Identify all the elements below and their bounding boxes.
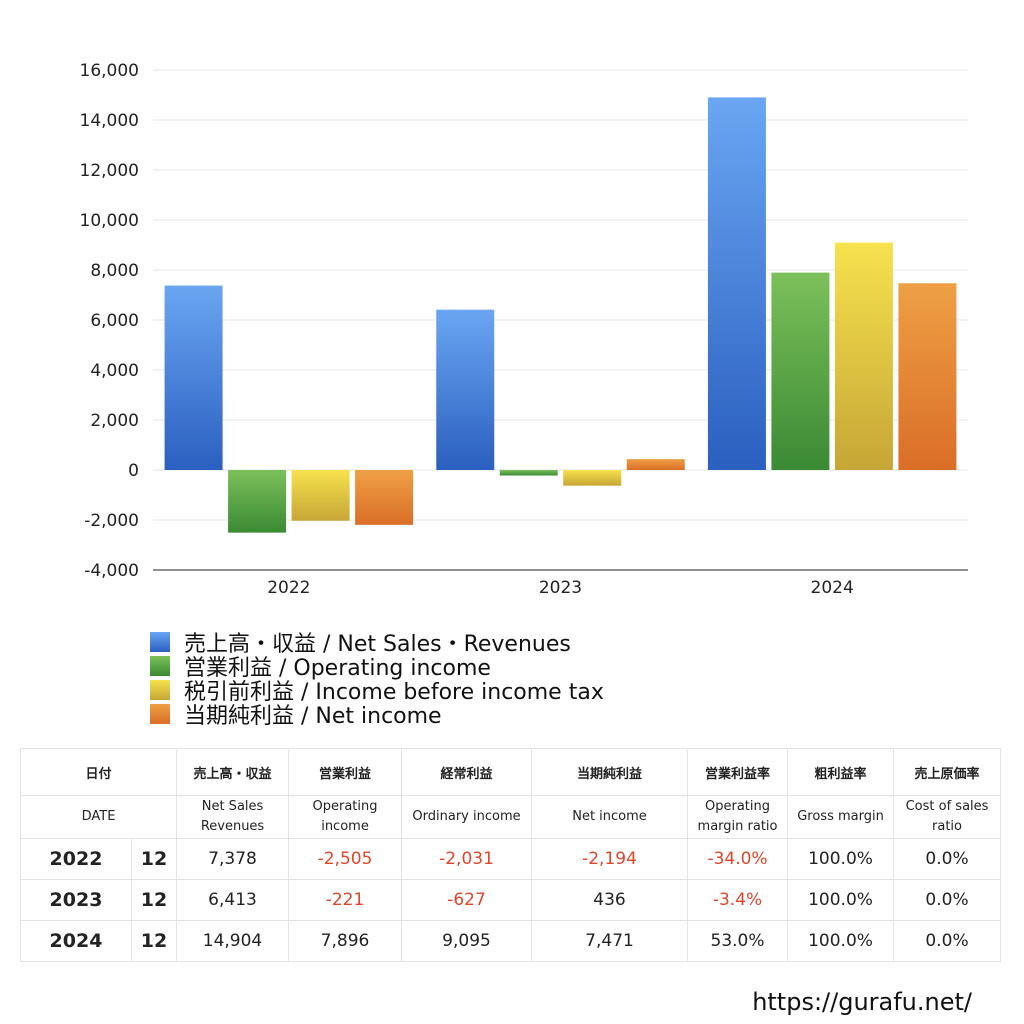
- bar-2023-series-3: [626, 459, 685, 470]
- table-row: 2024 12 14,904 7,896 9,095 7,471 53.0% 1…: [20, 920, 1002, 962]
- cell-gross: 100.0%: [787, 920, 895, 962]
- header-en-op-margin: Operating margin ratio: [687, 795, 789, 839]
- table-row: 2022 12 7,378 -2,505 -2,031 -2,194 -34.0…: [20, 838, 1002, 880]
- bar-2023-series-1: [499, 470, 558, 476]
- header-en-gross: Gross margin: [787, 795, 895, 839]
- bar-2022-series-3: [355, 470, 414, 525]
- cell-op-margin: -3.4%: [687, 879, 789, 921]
- legend-item-income-before-tax: 税引前利益 / Income before income tax: [150, 678, 604, 705]
- cell-op-margin: 53.0%: [687, 920, 789, 962]
- bar-2022-series-0: [164, 285, 223, 470]
- legend-label: 営業利益 / Operating income: [184, 656, 491, 681]
- cell-year: 2024: [20, 920, 132, 962]
- cell-year: 2023: [20, 879, 132, 921]
- bar-2024-series-0: [707, 97, 766, 471]
- legend-item-net-sales: 売上高・収益 / Net Sales・Revenues: [150, 630, 604, 657]
- bar-2023-series-2: [563, 470, 622, 486]
- bar-2023-series-0: [436, 309, 495, 470]
- cell-operating: -221: [288, 879, 403, 921]
- bar-2024-series-1: [771, 272, 830, 470]
- header-en-sales: Net Sales Revenues: [176, 795, 290, 839]
- cell-op-margin: -34.0%: [687, 838, 789, 880]
- bar-2022-series-1: [228, 470, 287, 533]
- source-link[interactable]: https://gurafu.net/: [752, 988, 972, 1016]
- y-tick-label: -2,000: [84, 511, 139, 531]
- cell-ordinary: -627: [401, 879, 533, 921]
- y-tick-label: 0: [128, 461, 139, 481]
- header-en-date: DATE: [19, 795, 178, 839]
- cell-month: 12: [130, 879, 178, 921]
- header-en-cost: Cost of sales ratio: [893, 795, 1002, 839]
- bar-2024-series-2: [834, 242, 893, 470]
- cell-sales: 6,413: [176, 879, 290, 921]
- header-date: 日付: [19, 748, 178, 796]
- cell-ordinary: 9,095: [401, 920, 533, 962]
- cell-gross: 100.0%: [787, 879, 895, 921]
- cell-cost: 0.0%: [893, 879, 1002, 921]
- header-cost: 売上原価率: [893, 748, 1002, 796]
- cell-cost: 0.0%: [893, 838, 1002, 880]
- header-en-net: Net income: [531, 795, 689, 839]
- financial-table: 日付 売上高・収益 営業利益 経常利益 当期純利益 営業利益率 粗利益率 売上原…: [19, 748, 1002, 962]
- x-tick-label: 2023: [539, 578, 582, 598]
- y-tick-label: 10,000: [80, 211, 139, 231]
- cell-operating: 7,896: [288, 920, 403, 962]
- y-tick-label: 16,000: [80, 61, 139, 81]
- y-tick-label: 2,000: [90, 411, 139, 431]
- legend-swatch: [150, 632, 170, 652]
- cell-ordinary: -2,031: [401, 838, 533, 880]
- header-en-operating: Operating income: [288, 795, 403, 839]
- cell-month: 12: [130, 838, 178, 880]
- header-ordinary: 経常利益: [401, 748, 533, 796]
- bar-2022-series-2: [291, 470, 350, 521]
- y-tick-label: 12,000: [80, 161, 139, 181]
- table-header-jp: 日付 売上高・収益 営業利益 経常利益 当期純利益 営業利益率 粗利益率 売上原…: [19, 748, 1002, 796]
- legend-swatch: [150, 704, 170, 724]
- header-operating: 営業利益: [288, 748, 403, 796]
- legend-item-operating-income: 営業利益 / Operating income: [150, 654, 604, 681]
- legend-swatch: [150, 680, 170, 700]
- cell-year: 2022: [20, 838, 132, 880]
- header-en-ordinary: Ordinary income: [401, 795, 533, 839]
- cell-sales: 14,904: [176, 920, 290, 962]
- cell-net: -2,194: [531, 838, 689, 880]
- y-tick-label: 4,000: [90, 361, 139, 381]
- x-tick-label: 2024: [811, 578, 854, 598]
- y-tick-label: 6,000: [90, 311, 139, 331]
- header-net: 当期純利益: [531, 748, 689, 796]
- cell-net: 7,471: [531, 920, 689, 962]
- cell-month: 12: [130, 920, 178, 962]
- cell-sales: 7,378: [176, 838, 290, 880]
- y-tick-label: 8,000: [90, 261, 139, 281]
- legend-item-net-income: 当期純利益 / Net income: [150, 702, 604, 729]
- bar-2024-series-3: [898, 283, 957, 470]
- x-tick-label: 2022: [267, 578, 310, 598]
- cell-gross: 100.0%: [787, 838, 895, 880]
- legend-label: 当期純利益 / Net income: [184, 704, 442, 729]
- cell-cost: 0.0%: [893, 920, 1002, 962]
- chart-legend: 売上高・収益 / Net Sales・Revenues 営業利益 / Opera…: [150, 630, 604, 729]
- y-tick-label: -4,000: [84, 561, 139, 581]
- legend-label: 税引前利益 / Income before income tax: [184, 680, 604, 705]
- table-header-en: DATE Net Sales Revenues Operating income…: [19, 795, 1002, 839]
- legend-label: 売上高・収益 / Net Sales・Revenues: [184, 632, 571, 657]
- cell-net: 436: [531, 879, 689, 921]
- y-tick-label: 14,000: [80, 111, 139, 131]
- header-gross: 粗利益率: [787, 748, 895, 796]
- bar-chart: -4,000 -2,000 0 2,000 4,000 6,000 8,000 10,000 1…: [80, 61, 968, 598]
- cell-operating: -2,505: [288, 838, 403, 880]
- header-op-margin: 営業利益率: [687, 748, 789, 796]
- table-row: 2023 12 6,413 -221 -627 436 -3.4% 100.0%…: [20, 879, 1002, 921]
- header-sales: 売上高・収益: [176, 748, 290, 796]
- legend-swatch: [150, 656, 170, 676]
